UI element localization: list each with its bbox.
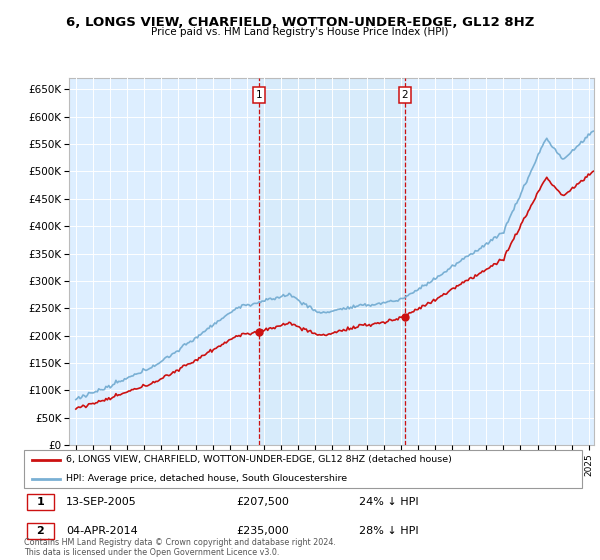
Text: 6, LONGS VIEW, CHARFIELD, WOTTON-UNDER-EDGE, GL12 8HZ: 6, LONGS VIEW, CHARFIELD, WOTTON-UNDER-E…: [66, 16, 534, 29]
Text: 13-SEP-2005: 13-SEP-2005: [66, 497, 137, 507]
Text: £235,000: £235,000: [236, 526, 289, 536]
Text: 1: 1: [37, 497, 44, 507]
Text: £207,500: £207,500: [236, 497, 289, 507]
Text: 2: 2: [37, 526, 44, 536]
Text: Contains HM Land Registry data © Crown copyright and database right 2024.
This d: Contains HM Land Registry data © Crown c…: [24, 538, 336, 557]
Text: 2: 2: [402, 90, 409, 100]
Text: 6, LONGS VIEW, CHARFIELD, WOTTON-UNDER-EDGE, GL12 8HZ (detached house): 6, LONGS VIEW, CHARFIELD, WOTTON-UNDER-E…: [66, 455, 452, 464]
Text: 04-APR-2014: 04-APR-2014: [66, 526, 137, 536]
Text: 1: 1: [256, 90, 262, 100]
Text: HPI: Average price, detached house, South Gloucestershire: HPI: Average price, detached house, Sout…: [66, 474, 347, 483]
Text: Price paid vs. HM Land Registry's House Price Index (HPI): Price paid vs. HM Land Registry's House …: [151, 27, 449, 37]
Text: 28% ↓ HPI: 28% ↓ HPI: [359, 526, 418, 536]
Text: 24% ↓ HPI: 24% ↓ HPI: [359, 497, 418, 507]
Bar: [259, 78, 405, 445]
FancyBboxPatch shape: [27, 494, 53, 510]
FancyBboxPatch shape: [24, 450, 582, 488]
FancyBboxPatch shape: [27, 522, 53, 539]
